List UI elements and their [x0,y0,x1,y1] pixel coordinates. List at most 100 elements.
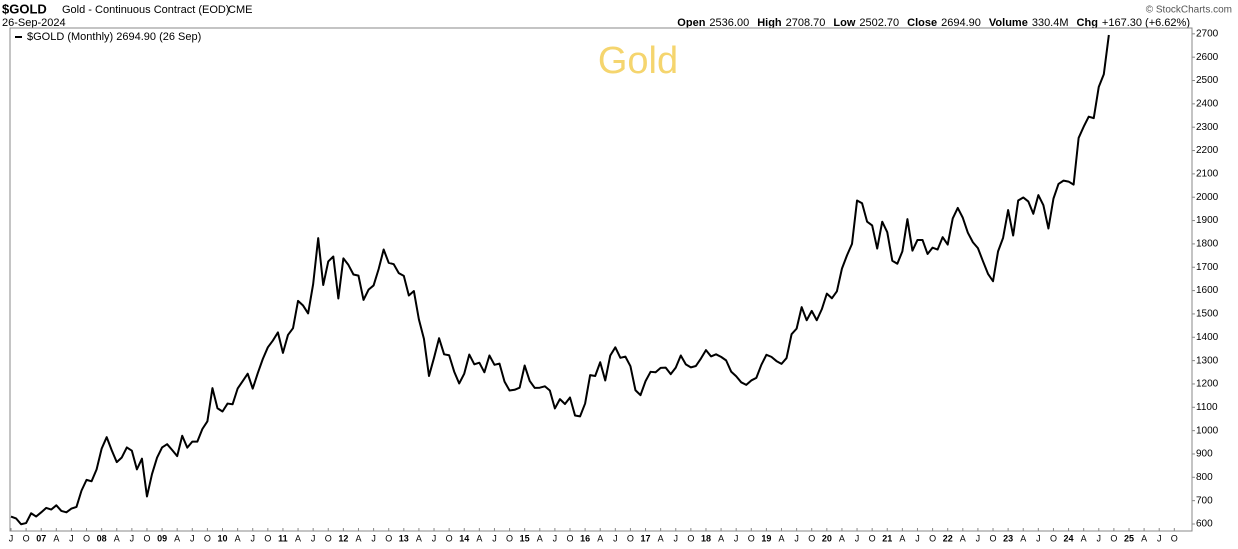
x-tick-label: A [597,533,603,543]
quote-value: 330.4M [1032,17,1069,29]
x-tick-label: O [446,533,453,543]
x-tick-label: J [371,533,376,543]
x-tick-label: 14 [459,533,469,543]
legend-entry: $GOLD (Monthly) 2694.90 (26 Sep) [27,31,201,43]
y-tick-label: 2000 [1196,192,1219,203]
x-tick-label: J [674,533,679,543]
y-tick-label: 1300 [1196,355,1219,366]
x-tick-label: O [385,533,392,543]
y-tick-label: 2400 [1196,98,1219,109]
x-tick-label: O [566,533,573,543]
x-tick-label: A [779,533,785,543]
x-tick-label: 21 [882,533,892,543]
x-tick-label: J [492,533,497,543]
x-tick-label: 09 [157,533,167,543]
x-tick-label: J [1036,533,1041,543]
x-tick-label: J [1157,533,1162,543]
x-tick-label: O [204,533,211,543]
y-tick-label: 1000 [1196,425,1219,436]
x-tick-label: A [1081,533,1087,543]
x-tick-label: A [476,533,482,543]
x-tick-label: 08 [97,533,107,543]
y-tick-label: 1400 [1196,332,1219,343]
quote-label: Chg [1077,17,1098,29]
x-tick-label: A [53,533,59,543]
y-tick-label: 1900 [1196,215,1219,226]
x-tick-label: A [1141,533,1147,543]
x-tick-label: J [613,533,618,543]
x-tick-label: O [990,533,997,543]
price-line [10,34,1110,526]
x-tick-label: J [9,533,14,543]
chart-title: $GOLD [2,1,47,16]
x-tick-label: O [264,533,271,543]
x-tick-label: A [1020,533,1026,543]
y-tick-label: 1200 [1196,379,1219,390]
x-tick-label: O [1110,533,1117,543]
x-tick-label: J [976,533,981,543]
chart-subtitle: Gold - Continuous Contract (EOD) [62,4,230,16]
x-tick-label: A [839,533,845,543]
y-tick-label: 600 [1196,519,1213,530]
x-tick-label: 25 [1124,533,1134,543]
quote-label: Close [907,17,937,29]
x-tick-label: J [311,533,316,543]
annotation: Gold [598,40,678,82]
y-tick-label: 1100 [1196,402,1218,413]
x-tick-label: J [130,533,135,543]
y-tick-label: 2200 [1196,145,1219,156]
x-tick-label: O [506,533,513,543]
x-tick-label: A [295,533,301,543]
x-tick-label: A [174,533,180,543]
x-tick-label: O [869,533,876,543]
x-tick-label: 15 [520,533,530,543]
x-tick-label: J [915,533,920,543]
x-tick-label: 12 [338,533,348,543]
y-tick-label: 1700 [1196,262,1219,273]
x-tick-label: J [553,533,558,543]
y-tick-label: 2300 [1196,122,1219,133]
x-tick-label: J [794,533,799,543]
x-tick-label: A [899,533,905,543]
x-tick-label: 11 [278,533,288,543]
quote-value: 2502.70 [859,17,899,29]
x-tick-label: J [855,533,860,543]
quote-label: Volume [989,17,1028,29]
x-tick-label: A [658,533,664,543]
x-tick-label: 13 [399,533,409,543]
y-tick-label: 900 [1196,449,1213,460]
x-tick-label: O [23,533,30,543]
x-tick-label: O [687,533,694,543]
y-tick-label: 1500 [1196,309,1219,320]
x-tick-label: 20 [822,533,832,543]
date: 26-Sep-2024 [2,17,66,29]
x-tick-label: 23 [1003,533,1013,543]
x-tick-label: O [325,533,332,543]
x-tick-label: 07 [36,533,46,543]
x-tick-label: J [250,533,255,543]
x-tick-label: J [190,533,195,543]
plot-frame [9,27,1193,532]
y-tick-label: 1800 [1196,239,1219,250]
x-tick-label: A [718,533,724,543]
y-tick-label: 800 [1196,472,1213,483]
x-tick-label: A [416,533,422,543]
x-tick-label: J [734,533,739,543]
x-tick-label: 22 [943,533,953,543]
x-tick-label: O [808,533,815,543]
x-tick-label: O [1050,533,1057,543]
y-tick-label: 2100 [1196,169,1219,180]
x-tick-label: O [1171,533,1178,543]
quote-label: Low [833,17,855,29]
y-tick-label: 2500 [1196,75,1219,86]
x-tick-label: 16 [580,533,590,543]
x-tick-label: 17 [641,533,651,543]
x-tick-label: A [537,533,543,543]
quote-value: 2536.00 [709,17,749,29]
quote-label: High [757,17,782,29]
x-tick-label: 24 [1064,533,1074,543]
x-tick-label: O [748,533,755,543]
x-tick-label: 18 [701,533,711,543]
x-tick-label: O [143,533,150,543]
